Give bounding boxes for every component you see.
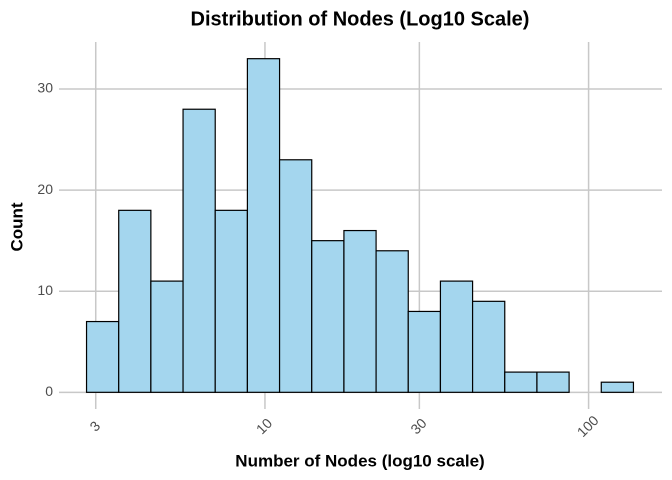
x-tick-label: 100: [574, 412, 602, 440]
bar: [504, 371, 538, 393]
bar: [278, 159, 313, 393]
x-tick-label: 3: [86, 418, 103, 435]
bar: [471, 300, 506, 393]
bar: [214, 209, 249, 393]
y-tick-label: 0: [45, 383, 53, 399]
bar: [343, 229, 377, 393]
y-tick-label: 10: [37, 282, 53, 298]
x-axis-title: Number of Nodes (log10 scale): [235, 451, 484, 470]
bar: [375, 250, 409, 393]
bar: [311, 240, 345, 393]
x-tick-label: 30: [407, 415, 429, 437]
y-tick-label: 30: [37, 80, 53, 96]
bar: [85, 320, 120, 393]
bar: [407, 310, 442, 393]
bar: [118, 209, 152, 393]
bar: [150, 280, 184, 393]
y-tick-label: 20: [37, 181, 53, 197]
x-tick-label: 10: [253, 415, 275, 437]
chart-title: Distribution of Nodes (Log10 Scale): [191, 8, 530, 30]
bar: [439, 280, 474, 393]
bar: [246, 58, 281, 393]
y-axis-title: Count: [7, 202, 26, 251]
bar: [600, 381, 635, 393]
bar: [182, 108, 216, 393]
bar: [536, 371, 570, 393]
